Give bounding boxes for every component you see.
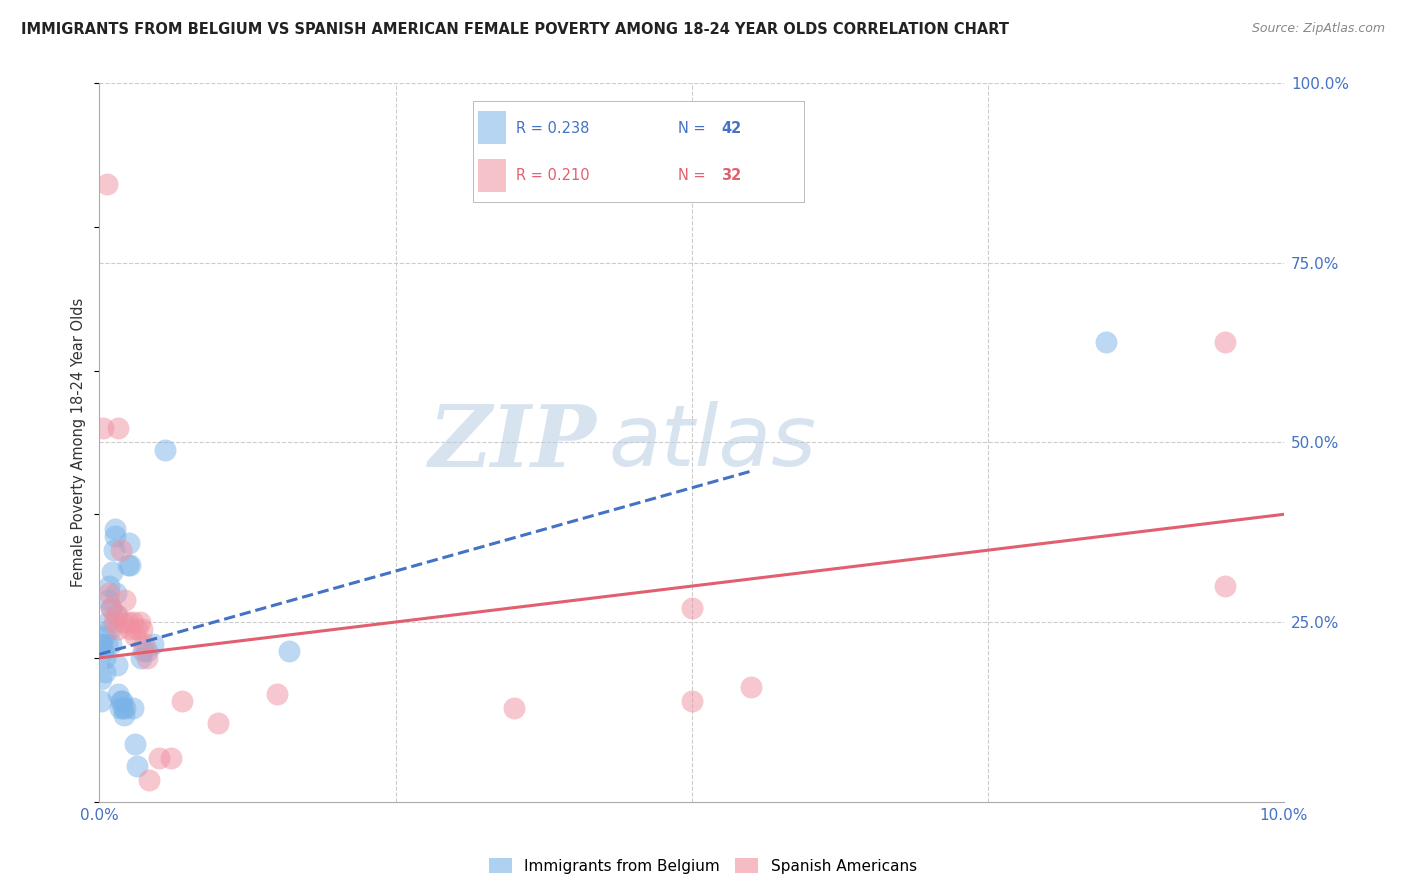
Point [124,737,146,751]
Point [114,701,136,715]
Text: IMMIGRANTS FROM BELGIUM VS SPANISH AMERICAN FEMALE POVERTY AMONG 18-24 YEAR OLDS: IMMIGRANTS FROM BELGIUM VS SPANISH AMERI… [21,22,1010,37]
Point [740,680,762,694]
Point [138,772,160,787]
Point [110,543,132,558]
Point [128,615,150,629]
Point [503,701,526,715]
Point [266,687,288,701]
Point [90,636,112,650]
Point [124,629,146,643]
Point [112,701,135,715]
Point [103,615,125,629]
Point [100,600,122,615]
Point [107,687,129,701]
Text: atlas: atlas [609,401,817,484]
Point [91,644,114,658]
Point [121,701,143,715]
Point [1213,579,1236,593]
Point [131,622,153,636]
Point [93,629,115,643]
Point [118,536,141,550]
Point [127,758,149,772]
Point [97,586,120,600]
Point [681,694,703,708]
Point [105,586,128,600]
Point [1095,334,1118,349]
Point [105,607,128,622]
Point [103,543,125,558]
Point [96,636,118,650]
Point [135,644,157,658]
Point [90,673,112,687]
Point [121,615,143,629]
Point [681,600,703,615]
Point [1213,334,1236,349]
Point [114,593,136,607]
Point [117,558,139,572]
Point [100,636,122,650]
Point [98,622,121,636]
Point [120,622,142,636]
Text: Source: ZipAtlas.com: Source: ZipAtlas.com [1251,22,1385,36]
Point [97,579,120,593]
Point [97,593,120,607]
Point [159,751,181,765]
Point [96,177,118,191]
Point [207,715,229,730]
Point [278,644,301,658]
Point [107,421,129,435]
Point [135,651,157,665]
Point [94,665,117,680]
Point [107,622,129,636]
Point [142,636,165,650]
Point [94,651,117,665]
Point [153,442,176,457]
Point [134,636,156,650]
Point [105,607,128,622]
Point [112,708,135,723]
Point [148,751,170,765]
Point [120,558,142,572]
Point [100,600,122,615]
Point [172,694,194,708]
Text: ZIP: ZIP [429,401,598,484]
Point [112,615,135,629]
Legend: Immigrants from Belgium, Spanish Americans: Immigrants from Belgium, Spanish America… [484,852,922,880]
Point [105,658,128,673]
Point [91,421,114,435]
Point [132,644,155,658]
Point [97,615,120,629]
Point [111,694,134,708]
Point [104,529,127,543]
Point [127,622,149,636]
Point [129,651,152,665]
Point [101,565,124,579]
Y-axis label: Female Poverty Among 18-24 Year Olds: Female Poverty Among 18-24 Year Olds [72,298,86,587]
Point [90,636,112,650]
Point [117,615,139,629]
Point [110,694,132,708]
Point [90,694,112,708]
Point [104,522,127,536]
Point [108,701,131,715]
